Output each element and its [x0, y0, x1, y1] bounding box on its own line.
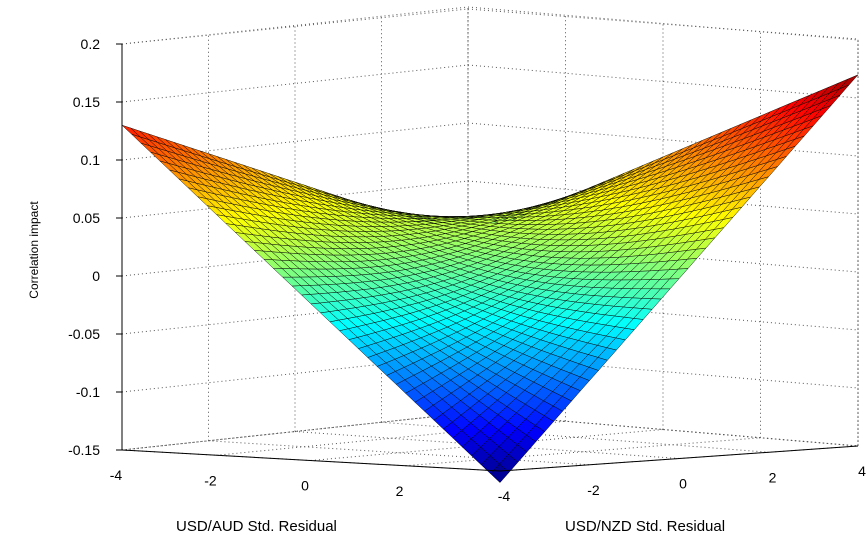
- surface-patch: [121, 124, 141, 138]
- z-tick-label: -0.1: [76, 384, 100, 400]
- z-axis-label: Correlation impact: [27, 201, 41, 299]
- z-gridline: [467, 6, 859, 41]
- x-axis-line: [121, 449, 501, 472]
- x-tick-label: 0: [301, 478, 309, 494]
- y-tick-label: 2: [769, 469, 777, 485]
- x-axis-label: USD/AUD Std. Residual: [176, 518, 337, 535]
- y-tick-label: 0: [679, 476, 687, 492]
- z-gridline: [121, 6, 469, 45]
- x-gridline: [405, 437, 761, 467]
- y-ticks: -4 -2 0 2 4: [498, 463, 866, 504]
- y-tick-label: -2: [587, 482, 600, 498]
- y-axis-line: [499, 445, 859, 472]
- z-tick-label: -0.15: [68, 442, 100, 458]
- y-gridline: [381, 421, 769, 453]
- axes: [121, 44, 859, 472]
- surface-mesh: [121, 74, 859, 483]
- z-tick-label: 0: [92, 268, 100, 284]
- y-tick-label: 4: [858, 463, 866, 479]
- z-tick-label: 0.15: [73, 94, 100, 110]
- x-tick-label: -4: [110, 467, 123, 483]
- z-tick-label: 0.1: [81, 152, 101, 168]
- z-tick-label: 0.2: [81, 36, 101, 52]
- x-ticks: -4 -2 0 2: [110, 467, 404, 499]
- x-tick-label: -2: [204, 472, 217, 488]
- x-tick-label: 2: [396, 483, 404, 499]
- y-tick-label: -4: [498, 488, 511, 504]
- z-tick-label: -0.05: [68, 326, 100, 342]
- y-axis-label: USD/NZD Std. Residual: [565, 518, 725, 535]
- z-ticks: 0.2 0.15 0.1 0.05 0 -0.05 -0.1 -0.15: [68, 36, 122, 458]
- z-tick-label: 0.05: [73, 210, 100, 226]
